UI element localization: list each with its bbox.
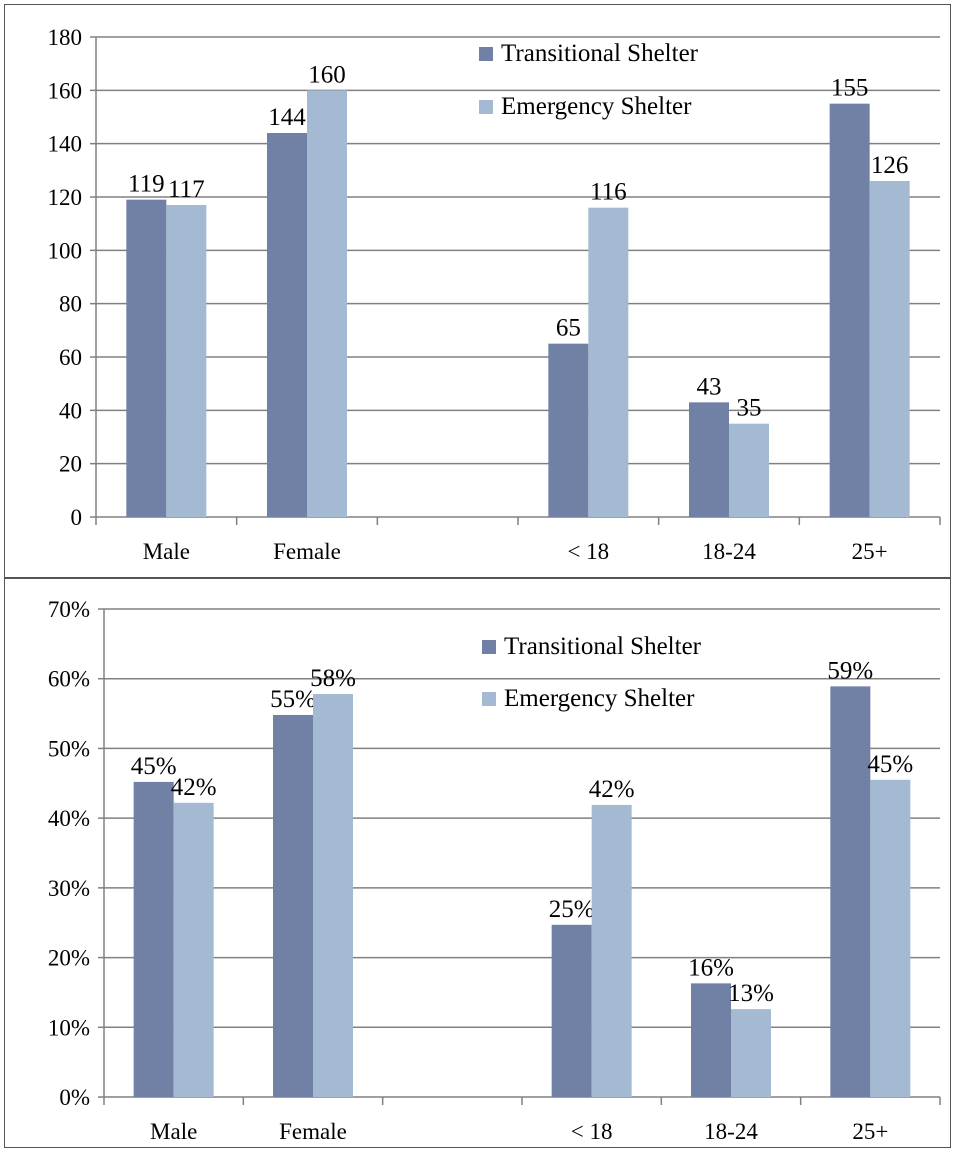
percent-bar-chart: 0% 10% 20% 30% 40% 50% 60% 70% Male Female < 18 18-…: [5, 579, 950, 1147]
counts-chart-panel: 0 20 40 60 80 100 120 140 160 180 Male Female < 18 18…: [4, 4, 951, 578]
bar-emergency: [729, 424, 769, 517]
y-tick-label: 80: [59, 292, 82, 317]
data-label: 45%: [867, 751, 913, 778]
data-label: 59%: [827, 657, 873, 684]
y-tick-label: 40%: [48, 806, 90, 831]
y-tick-label: 0%: [59, 1085, 90, 1110]
x-category-label: Male: [143, 539, 190, 564]
data-label: 116: [590, 179, 627, 206]
bar-emergency: [313, 694, 353, 1097]
x-category-label: < 18: [571, 1119, 613, 1144]
bar-transitional: [126, 200, 166, 517]
data-label: 65: [556, 315, 581, 342]
y-tick-label: 100: [48, 238, 83, 263]
data-label: 126: [871, 152, 909, 179]
bar-transitional: [830, 686, 870, 1097]
data-label: 42%: [589, 776, 635, 803]
x-category-label: Female: [273, 539, 341, 564]
data-label: 144: [268, 104, 306, 131]
bar-emergency: [731, 1009, 771, 1097]
data-label: 35: [737, 395, 762, 422]
bar-transitional: [691, 983, 731, 1097]
y-tick-label: 30%: [48, 876, 90, 901]
data-label: 13%: [728, 980, 774, 1007]
legend-label: Transitional Shelter: [501, 40, 699, 67]
data-label: 58%: [310, 665, 356, 692]
y-tick-label: 20: [59, 452, 82, 477]
data-label: 117: [168, 176, 205, 203]
bar-transitional: [273, 715, 313, 1097]
bar-transitional: [548, 344, 588, 517]
data-label: 55%: [270, 686, 316, 713]
y-tick-label: 180: [48, 25, 83, 50]
bar-emergency: [588, 208, 628, 517]
bar-emergency: [166, 205, 206, 517]
data-label: 45%: [131, 753, 177, 780]
legend-swatch-transitional: [482, 640, 496, 654]
bar-emergency: [307, 90, 347, 517]
legend-swatch-transitional: [479, 47, 493, 61]
y-tick-label: 0: [71, 505, 83, 530]
data-label: 16%: [688, 954, 734, 981]
y-tick-label: 160: [48, 78, 83, 103]
data-label: 25%: [549, 896, 595, 923]
data-label: 119: [128, 171, 165, 198]
bar-emergency: [592, 805, 632, 1097]
y-tick-label: 50%: [48, 736, 90, 761]
bar-transitional: [134, 782, 174, 1097]
legend-swatch-emergency: [482, 692, 496, 706]
x-category-label: 18-24: [704, 1119, 758, 1144]
x-category-label: Male: [150, 1119, 197, 1144]
y-tick-label: 20%: [48, 946, 90, 971]
percent-chart-panel: 0% 10% 20% 30% 40% 50% 60% 70% Male Female < 18 18-…: [4, 578, 951, 1148]
bar-emergency: [870, 181, 910, 517]
data-label: 155: [831, 75, 869, 102]
y-tick-label: 60: [59, 345, 82, 370]
data-label: 43: [697, 373, 722, 400]
data-label: 42%: [171, 774, 217, 801]
y-tick-label: 140: [48, 132, 83, 157]
bar-emergency: [174, 803, 214, 1097]
legend-label: Transitional Shelter: [504, 633, 702, 660]
legend-swatch-emergency: [479, 100, 493, 114]
y-tick-label: 40: [59, 398, 82, 423]
bar-transitional: [267, 133, 307, 517]
y-tick-label: 120: [48, 185, 83, 210]
y-tick-label: 10%: [48, 1015, 90, 1040]
legend-label: Emergency Shelter: [504, 685, 695, 712]
counts-bar-chart: 0 20 40 60 80 100 120 140 160 180 Male Female < 18 18…: [5, 5, 950, 577]
y-tick-label: 70%: [48, 597, 90, 622]
bar-transitional: [689, 402, 729, 517]
data-label: 160: [308, 61, 346, 88]
x-category-label: < 18: [567, 539, 609, 564]
bar-transitional: [552, 925, 592, 1097]
x-category-label: 25+: [852, 1119, 888, 1144]
x-category-label: Female: [279, 1119, 347, 1144]
x-category-label: 18-24: [702, 539, 756, 564]
y-tick-label: 60%: [48, 667, 90, 692]
bar-transitional: [830, 104, 870, 517]
legend-label: Emergency Shelter: [501, 93, 692, 120]
bar-emergency: [870, 780, 910, 1097]
x-category-label: 25+: [852, 539, 888, 564]
